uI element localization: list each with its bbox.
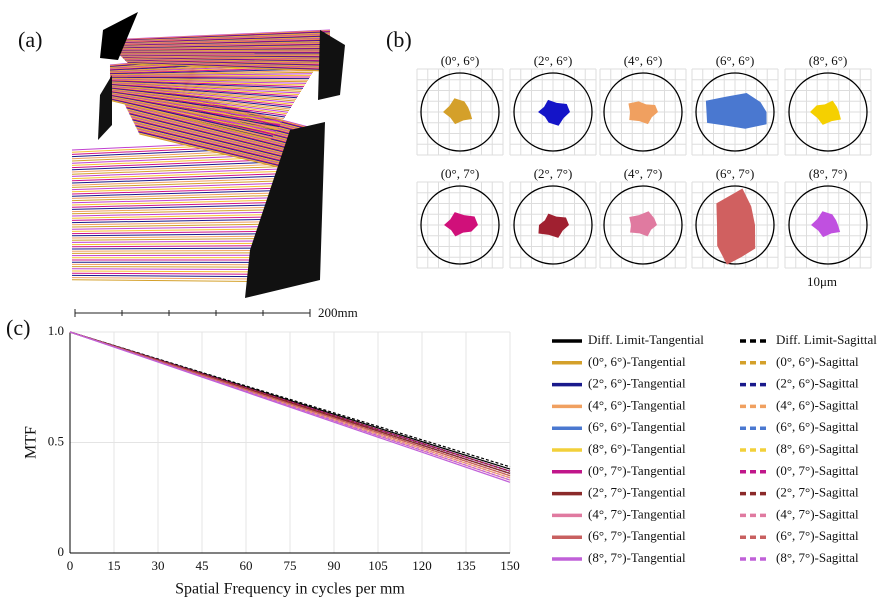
x-tick-label: 45 [196, 558, 209, 573]
ray [72, 275, 273, 276]
legend-label: (2°, 7°)-Tangential [588, 485, 686, 500]
x-tick-label: 30 [152, 558, 165, 573]
legend-label: (0°, 6°)-Tangential [588, 354, 686, 369]
legend-label: (4°, 7°)-Sagittal [776, 506, 859, 521]
ray [72, 210, 281, 214]
legend-label: (2°, 6°)-Sagittal [776, 376, 859, 391]
y-axis-label: MTF [23, 426, 40, 459]
spot-label: (2°, 7°) [534, 166, 573, 181]
ray [72, 241, 277, 243]
spot-label: (8°, 7°) [809, 166, 848, 181]
x-tick-label: 135 [456, 558, 476, 573]
x-tick-label: 0 [67, 558, 74, 573]
spot [443, 98, 472, 124]
scale-bar [75, 309, 310, 317]
mirror [98, 75, 112, 140]
x-tick-label: 150 [500, 558, 520, 573]
spot-diagram [600, 69, 686, 155]
legend-label: (4°, 6°)-Sagittal [776, 397, 859, 412]
legend-label: Diff. Limit-Sagittal [776, 332, 877, 347]
spot-label: (2°, 6°) [534, 53, 573, 68]
x-tick-label: 105 [368, 558, 388, 573]
panel-label: (a) [18, 27, 42, 52]
spot-label: (0°, 6°) [441, 53, 480, 68]
legend-label: (4°, 7°)-Tangential [588, 506, 686, 521]
ray [72, 202, 282, 207]
spot-label: (6°, 6°) [716, 53, 755, 68]
ray [72, 267, 274, 268]
scale-label: 200mm [318, 305, 358, 320]
spot-label: (0°, 7°) [441, 166, 480, 181]
spot-diagram [417, 182, 503, 268]
legend-label: (6°, 6°)-Sagittal [776, 419, 859, 434]
ray [72, 238, 278, 240]
legend-label: (6°, 6°)-Tangential [588, 419, 686, 434]
spot [538, 214, 569, 238]
ray [72, 231, 279, 233]
figure: (a) (b) (c) 200mm 10μm (0°, 6°) (2°, 6°) (… [0, 0, 888, 603]
x-tick-label: 90 [328, 558, 341, 573]
mirror [318, 30, 345, 100]
spot-diagram [510, 182, 596, 268]
y-tick-label: 0 [58, 544, 65, 559]
legend-label: (8°, 7°)-Sagittal [776, 550, 859, 565]
spot-diagram [692, 69, 778, 155]
ray [72, 234, 278, 236]
x-tick-label: 60 [240, 558, 253, 573]
ray [72, 271, 274, 272]
spot [629, 211, 657, 236]
ray [72, 243, 277, 244]
ray [72, 236, 278, 238]
spot-diagram [785, 69, 871, 155]
ray [72, 253, 276, 254]
ray [72, 248, 277, 249]
spot [538, 100, 570, 126]
spot [810, 101, 841, 125]
scale-label: 10μm [807, 274, 837, 289]
spot-diagram [510, 69, 596, 155]
y-tick-label: 1.0 [48, 323, 64, 338]
y-tick-label: 0.5 [48, 433, 64, 448]
spot-diagram [692, 182, 778, 268]
x-tick-label: 120 [412, 558, 432, 573]
legend-label: (8°, 6°)-Tangential [588, 441, 686, 456]
ray [72, 162, 287, 170]
spot-diagram [417, 69, 503, 155]
legend-label: (2°, 6°)-Tangential [588, 376, 686, 391]
ray [72, 205, 282, 210]
ray [72, 246, 277, 247]
x-tick-label: 75 [284, 558, 297, 573]
legend-label: (4°, 6°)-Tangential [588, 397, 686, 412]
spot [811, 211, 840, 237]
legend-label: (8°, 6°)-Sagittal [776, 441, 859, 456]
ray [72, 250, 276, 251]
legend-label: (6°, 7°)-Sagittal [776, 528, 859, 543]
legend-label: (8°, 7°)-Tangential [588, 550, 686, 565]
ray [72, 207, 282, 211]
spot [716, 188, 755, 264]
spot-label: (6°, 7°) [716, 166, 755, 181]
legend-label: (0°, 7°)-Sagittal [776, 463, 859, 478]
panel-label: (c) [6, 315, 30, 340]
legend-label: Diff. Limit-Tangential [588, 332, 704, 347]
ray-trace-illustration [72, 12, 345, 298]
ray [72, 269, 274, 270]
panel-label: (b) [386, 27, 412, 52]
ray [72, 280, 272, 282]
spot-diagram [600, 182, 686, 268]
legend-label: (2°, 7°)-Sagittal [776, 485, 859, 500]
legend-label: (0°, 6°)-Sagittal [776, 354, 859, 369]
legend-label: (6°, 7°)-Tangential [588, 528, 686, 543]
spot-diagram [785, 182, 871, 268]
spot-label: (4°, 7°) [624, 166, 663, 181]
x-axis-label: Spatial Frequency in cycles per mm [175, 581, 405, 598]
spot-label: (8°, 6°) [809, 53, 848, 68]
ray [72, 278, 273, 280]
spot-label: (4°, 6°) [624, 53, 663, 68]
x-tick-label: 15 [108, 558, 121, 573]
spot [706, 93, 767, 129]
legend-label: (0°, 7°)-Tangential [588, 463, 686, 478]
ray [72, 273, 273, 274]
